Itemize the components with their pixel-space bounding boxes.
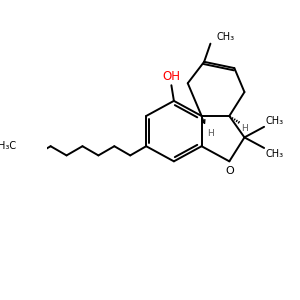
Text: OH: OH xyxy=(162,70,180,83)
Text: CH₃: CH₃ xyxy=(217,32,235,42)
Text: CH₃: CH₃ xyxy=(266,149,284,159)
Text: CH₃: CH₃ xyxy=(266,116,284,126)
Text: H: H xyxy=(241,124,248,133)
Text: O: O xyxy=(225,166,234,176)
Text: H: H xyxy=(207,129,214,138)
Text: H₃C: H₃C xyxy=(0,141,16,151)
